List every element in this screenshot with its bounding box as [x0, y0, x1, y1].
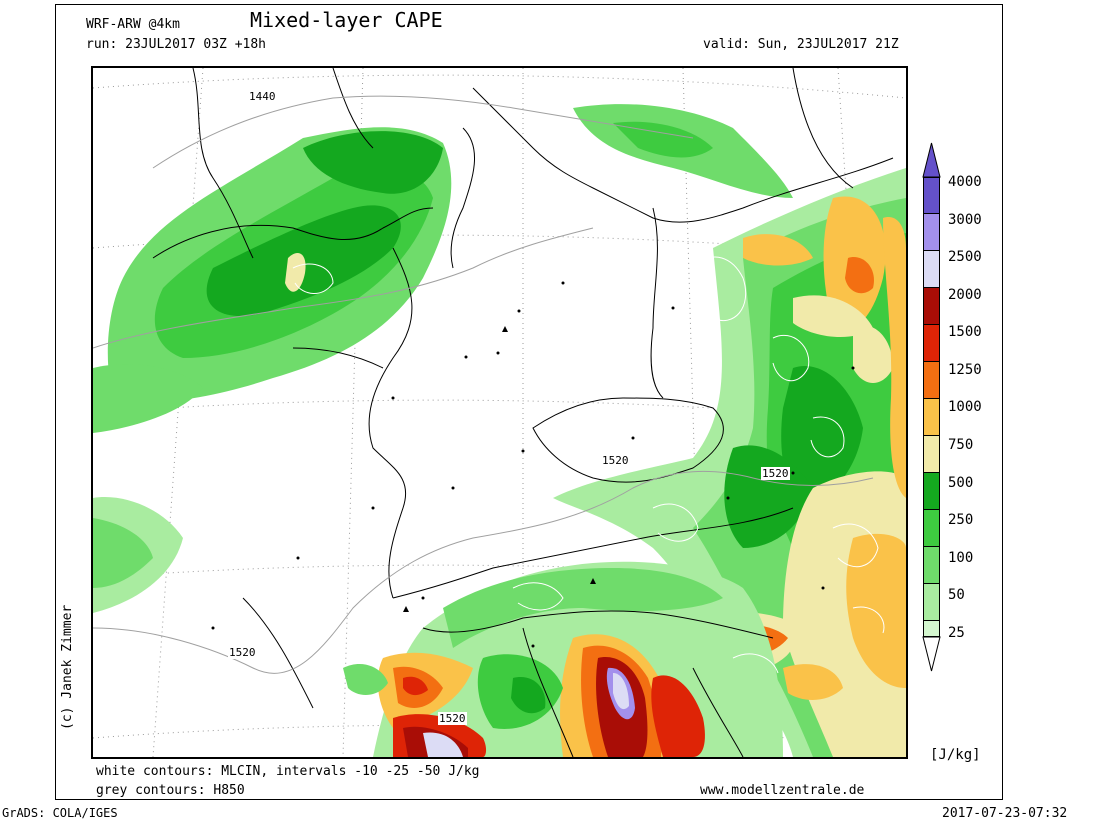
- grads-label: GrADS: COLA/IGES: [2, 806, 118, 820]
- contour-label-1520-d: 1520: [438, 712, 467, 725]
- legend-swatch-100: [923, 547, 940, 584]
- legend-label-3000: 3000: [948, 212, 982, 228]
- legend-label-2000: 2000: [948, 287, 982, 303]
- legend-swatch-3000: [923, 214, 940, 251]
- legend-swatch-25: [923, 621, 940, 637]
- legend-swatch-500: [923, 473, 940, 510]
- legend-label-1000: 1000: [948, 399, 982, 415]
- white-contours-note: white contours: MLCIN, intervals -10 -25…: [96, 764, 480, 779]
- mlcin-contours: [292, 256, 885, 674]
- contour-label-1520-a: 1520: [601, 454, 630, 467]
- valid-label: valid: Sun, 23JUL2017 21Z: [703, 37, 899, 52]
- contour-label-1440: 1440: [248, 90, 277, 103]
- legend-label-250: 250: [948, 512, 974, 528]
- timestamp-label: 2017-07-23-07:32: [942, 806, 1068, 821]
- contour-label-1520-b: 1520: [761, 467, 790, 480]
- credit-label: (c) Janek Zimmer: [60, 604, 75, 730]
- legend-label-4000: 4000: [948, 174, 982, 190]
- legend-arrow-top: [922, 142, 941, 178]
- figure-frame: [55, 4, 1003, 800]
- legend-label-1250: 1250: [948, 362, 982, 378]
- legend-swatch-1000: [923, 399, 940, 436]
- legend-label-2500: 2500: [948, 249, 982, 265]
- grey-contours-note: grey contours: H850: [96, 783, 245, 798]
- legend-swatch-4000: [923, 177, 940, 214]
- legend-swatch-750: [923, 436, 940, 473]
- run-label: run: 23JUL2017 03Z +18h: [86, 37, 267, 52]
- legend-label-25: 25: [948, 625, 965, 641]
- model-label: WRF-ARW @4km: [86, 17, 180, 32]
- legend-label-750: 750: [948, 437, 974, 453]
- color-legend: 4000 3000 2500 2000 1500 1250 1000 750 5…: [918, 140, 998, 680]
- legend-label-100: 100: [948, 550, 974, 566]
- legend-swatch-2500: [923, 251, 940, 288]
- map-canvas: [93, 68, 906, 757]
- legend-label-500: 500: [948, 475, 974, 491]
- legend-swatch-250: [923, 510, 940, 547]
- legend-swatch-50: [923, 584, 940, 621]
- legend-swatch-1500: [923, 325, 940, 362]
- website-label: www.modellzentrale.de: [700, 783, 865, 798]
- contour-label-1520-c: 1520: [228, 646, 257, 659]
- h850-contours: [93, 95, 874, 674]
- legend-label-50: 50: [948, 587, 965, 603]
- legend-swatch-2000: [923, 288, 940, 325]
- map-title: Mixed-layer CAPE: [250, 8, 443, 32]
- legend-label-1500: 1500: [948, 324, 982, 340]
- cape-map: 1440 1520 1520 1520 1520: [91, 66, 908, 759]
- borders: [152, 68, 894, 757]
- cape-area-northwest: [93, 104, 793, 613]
- legend-swatch-1250: [923, 362, 940, 399]
- cape-area-south: [343, 561, 783, 757]
- legend-arrow-bottom: [922, 636, 941, 672]
- city-markers: [211, 281, 855, 648]
- legend-unit: [J/kg]: [930, 747, 981, 763]
